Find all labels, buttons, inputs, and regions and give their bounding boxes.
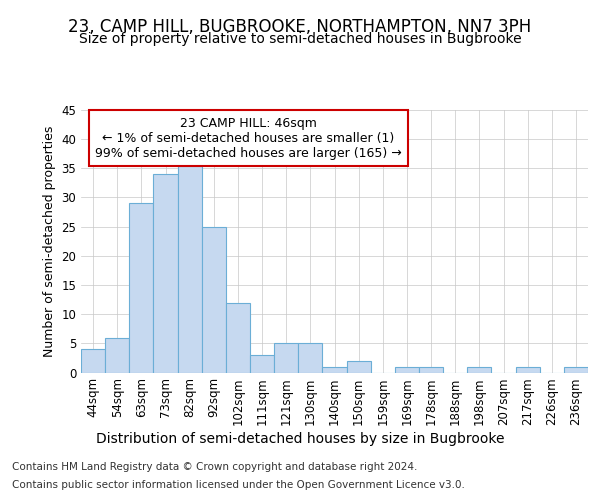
Text: Contains HM Land Registry data © Crown copyright and database right 2024.: Contains HM Land Registry data © Crown c… bbox=[12, 462, 418, 472]
Bar bbox=[178, 162, 202, 372]
Bar bbox=[250, 355, 274, 372]
Text: Contains public sector information licensed under the Open Government Licence v3: Contains public sector information licen… bbox=[12, 480, 465, 490]
Bar bbox=[105, 338, 129, 372]
Bar bbox=[322, 366, 347, 372]
Bar bbox=[419, 366, 443, 372]
Bar bbox=[515, 366, 540, 372]
Y-axis label: Number of semi-detached properties: Number of semi-detached properties bbox=[43, 126, 56, 357]
Bar bbox=[298, 344, 322, 372]
Bar bbox=[274, 344, 298, 372]
Bar bbox=[226, 302, 250, 372]
Bar bbox=[202, 226, 226, 372]
Bar bbox=[81, 349, 105, 372]
Bar bbox=[129, 204, 154, 372]
Text: Distribution of semi-detached houses by size in Bugbrooke: Distribution of semi-detached houses by … bbox=[96, 432, 504, 446]
Bar bbox=[395, 366, 419, 372]
Bar bbox=[467, 366, 491, 372]
Bar bbox=[564, 366, 588, 372]
Text: 23, CAMP HILL, BUGBROOKE, NORTHAMPTON, NN7 3PH: 23, CAMP HILL, BUGBROOKE, NORTHAMPTON, N… bbox=[68, 18, 532, 36]
Text: 23 CAMP HILL: 46sqm
← 1% of semi-detached houses are smaller (1)
99% of semi-det: 23 CAMP HILL: 46sqm ← 1% of semi-detache… bbox=[95, 116, 401, 160]
Bar bbox=[347, 361, 371, 372]
Bar bbox=[154, 174, 178, 372]
Text: Size of property relative to semi-detached houses in Bugbrooke: Size of property relative to semi-detach… bbox=[79, 32, 521, 46]
